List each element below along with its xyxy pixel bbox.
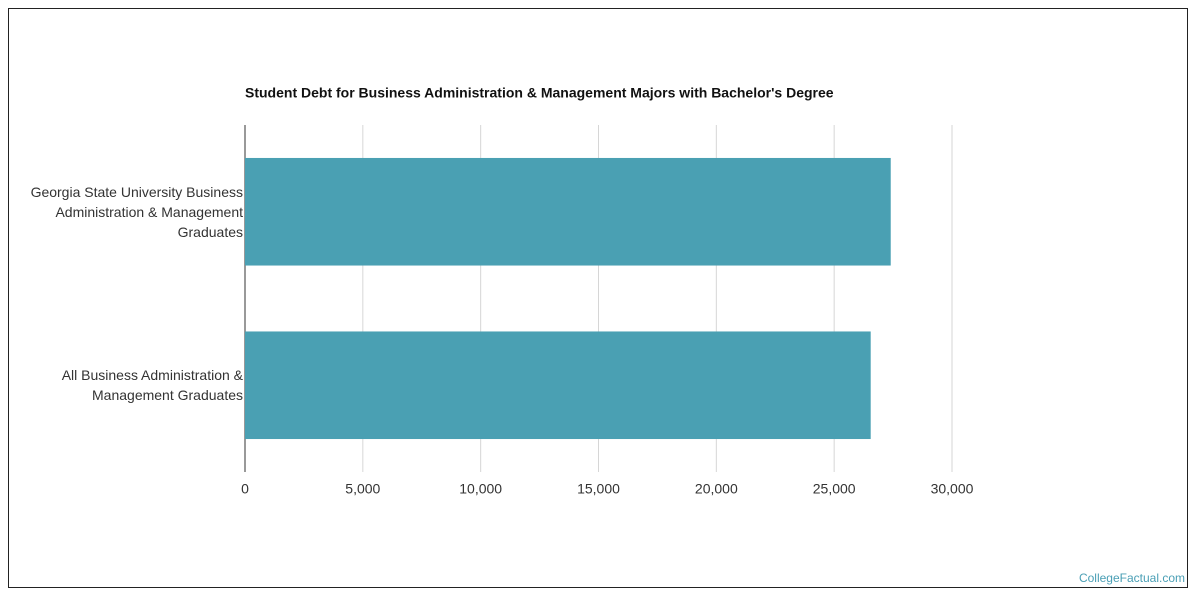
y-tick-label: All Business Administration & Management… xyxy=(61,367,243,404)
y-tick-label: Georgia State University Business Admini… xyxy=(30,183,243,240)
x-tick-label: 30,000 xyxy=(931,481,974,497)
source-credit: CollegeFactual.com xyxy=(1078,571,1185,585)
bar xyxy=(245,331,871,440)
bar xyxy=(245,157,891,266)
x-tick-label: 10,000 xyxy=(459,481,502,497)
frame xyxy=(8,8,1188,588)
x-tick-label: 15,000 xyxy=(577,481,620,497)
chart-title: Student Debt for Business Administration… xyxy=(245,85,834,101)
x-tick-label: 20,000 xyxy=(695,481,738,497)
x-tick-label: 0 xyxy=(241,481,249,497)
x-tick-label: 25,000 xyxy=(813,481,856,497)
x-tick-label: 5,000 xyxy=(345,481,380,497)
